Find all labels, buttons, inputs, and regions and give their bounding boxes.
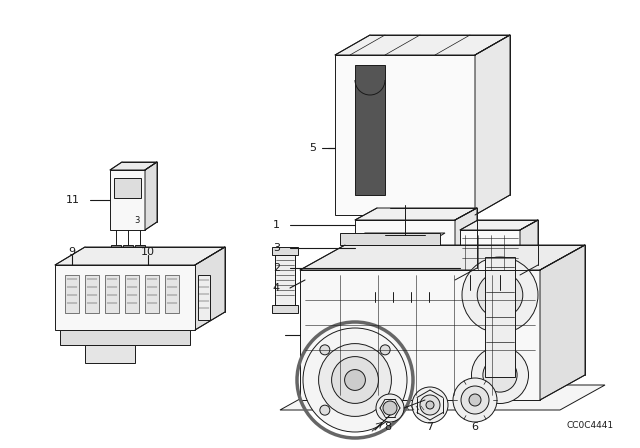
Bar xyxy=(125,275,139,313)
Polygon shape xyxy=(110,162,157,170)
Bar xyxy=(355,65,385,195)
Bar xyxy=(300,270,540,400)
Circle shape xyxy=(380,345,390,355)
Text: 6: 6 xyxy=(472,422,479,432)
Bar xyxy=(365,280,445,292)
Circle shape xyxy=(420,395,440,415)
Polygon shape xyxy=(345,233,445,245)
Circle shape xyxy=(469,394,481,406)
Bar xyxy=(145,275,159,313)
Bar xyxy=(135,245,145,255)
Polygon shape xyxy=(145,162,157,230)
Bar xyxy=(465,290,475,298)
Text: 11: 11 xyxy=(66,195,80,205)
Text: 3: 3 xyxy=(134,215,140,224)
Circle shape xyxy=(461,386,489,414)
Circle shape xyxy=(472,346,529,404)
Text: 8: 8 xyxy=(385,422,392,432)
Polygon shape xyxy=(335,35,510,55)
Circle shape xyxy=(380,405,390,415)
Polygon shape xyxy=(520,220,538,275)
Circle shape xyxy=(320,345,330,355)
Text: 1: 1 xyxy=(273,220,280,230)
Polygon shape xyxy=(300,245,585,270)
Bar xyxy=(275,255,295,305)
Circle shape xyxy=(426,401,434,409)
Circle shape xyxy=(483,358,517,392)
Bar xyxy=(165,275,179,313)
Bar xyxy=(406,302,416,310)
Bar xyxy=(123,245,133,255)
Circle shape xyxy=(344,370,365,390)
Bar xyxy=(272,305,298,313)
Bar xyxy=(105,275,119,313)
Text: 7: 7 xyxy=(426,422,433,432)
Bar xyxy=(60,330,190,345)
Bar xyxy=(370,302,380,310)
Polygon shape xyxy=(540,245,585,400)
Circle shape xyxy=(303,328,407,432)
Polygon shape xyxy=(455,208,477,280)
Bar xyxy=(111,245,121,255)
Polygon shape xyxy=(195,247,225,330)
Circle shape xyxy=(320,405,330,415)
Bar xyxy=(424,302,434,310)
Text: 2: 2 xyxy=(273,263,280,273)
Text: 4: 4 xyxy=(273,283,280,293)
Bar xyxy=(460,230,520,275)
Bar xyxy=(110,170,145,230)
Bar xyxy=(85,345,135,363)
Bar xyxy=(272,247,298,255)
Circle shape xyxy=(412,387,448,423)
Bar xyxy=(480,290,490,298)
Bar xyxy=(335,55,475,215)
Bar xyxy=(65,275,79,313)
Polygon shape xyxy=(55,247,225,265)
Text: 5: 5 xyxy=(309,143,316,153)
Bar xyxy=(85,275,99,313)
Polygon shape xyxy=(460,220,538,230)
Polygon shape xyxy=(475,35,510,215)
Bar xyxy=(55,265,195,330)
Circle shape xyxy=(319,344,392,416)
Bar xyxy=(198,275,210,320)
Circle shape xyxy=(332,357,378,403)
Bar xyxy=(114,178,141,198)
Circle shape xyxy=(453,378,497,422)
Text: 3: 3 xyxy=(273,243,280,253)
Circle shape xyxy=(477,272,523,318)
Bar xyxy=(388,302,398,310)
Text: CC0C4441: CC0C4441 xyxy=(566,421,614,430)
Bar xyxy=(355,220,455,280)
Polygon shape xyxy=(355,208,477,220)
Polygon shape xyxy=(280,385,605,410)
Circle shape xyxy=(383,401,397,415)
Bar xyxy=(495,290,505,298)
Text: 9: 9 xyxy=(68,247,76,257)
Text: 10: 10 xyxy=(141,247,155,257)
Bar xyxy=(340,233,440,245)
Circle shape xyxy=(376,394,404,422)
Bar xyxy=(485,257,515,377)
Circle shape xyxy=(462,257,538,333)
